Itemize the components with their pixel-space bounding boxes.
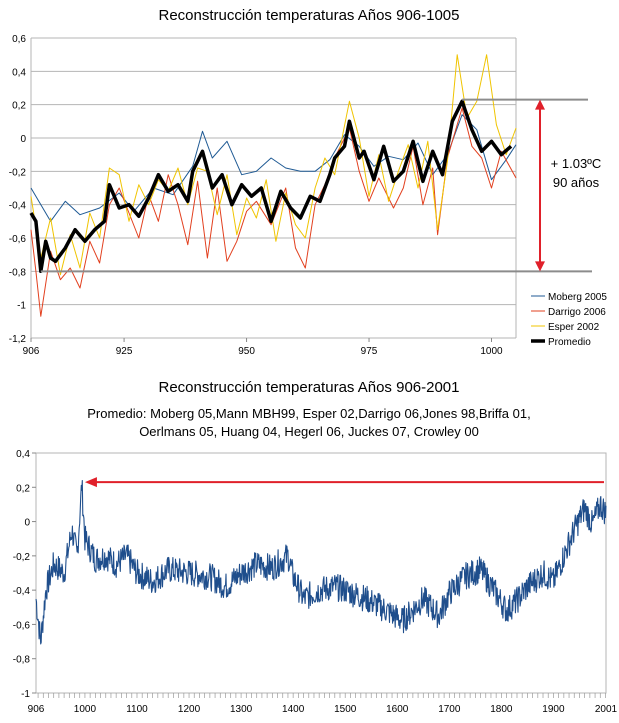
chart1-legend-label: Darrigo 2006	[548, 307, 606, 318]
chart1-y-tick-label: 0	[20, 134, 26, 145]
chart2-y-tick-label: -0,8	[13, 655, 31, 666]
chart2-subtitle-line1: Promedio: Moberg 05,Mann MBH99, Esper 02…	[87, 406, 530, 421]
chart2-x-tick-label: 1500	[334, 704, 357, 715]
chart1-y-tick-label: -0,2	[9, 167, 27, 178]
chart1-x-tick-label: 925	[116, 346, 133, 357]
chart2-y-tick-label: 0	[24, 518, 30, 529]
chart2-x-tick-label: 1400	[282, 704, 305, 715]
chart1-series-line	[29, 99, 513, 274]
chart2-y-tick-label: 0,2	[16, 483, 30, 494]
chart1-x-tick-label: 906	[23, 346, 40, 357]
chart2-x-tick-label: 1000	[74, 704, 97, 715]
chart1-y-tick-label: 0,2	[12, 101, 26, 112]
chart2-x-tick-label: 1200	[178, 704, 201, 715]
chart2-x-tick-label: 1300	[230, 704, 253, 715]
chart1-annotation-line2: 90 años	[553, 175, 600, 190]
chart1-legend-label: Esper 2002	[548, 322, 600, 333]
chart2-x-tick-label: 1100	[126, 704, 148, 715]
chart1-y-tick-label: -1,2	[9, 334, 27, 345]
chart1-x-tick-label: 950	[238, 346, 255, 357]
chart2-subtitle-line2: Oerlmans 05, Huang 04, Hegerl 06, Juckes…	[139, 424, 479, 439]
chart2-arrow-head	[84, 477, 97, 488]
chart1-annotation-line1: + 1.03ºC	[551, 156, 602, 171]
chart2-y-tick-label: 0,4	[16, 449, 30, 460]
chart2-y-tick-label: -0,4	[13, 586, 31, 597]
chart1-series-line	[30, 54, 517, 276]
chart1-y-tick-label: -0,8	[9, 267, 27, 278]
chart2-series-line	[35, 479, 607, 645]
chart2-x-tick-label: 1700	[438, 704, 461, 715]
chart1-y-tick-label: -1	[17, 301, 26, 312]
chart1-legend-label: Moberg 2005	[548, 292, 607, 303]
chart1-arrow-head-down	[535, 261, 545, 272]
chart2-x-tick-label: 906	[28, 704, 45, 715]
chart2-x-tick-label: 2001	[595, 704, 618, 715]
chart1-series-line	[30, 107, 517, 317]
chart2-y-tick-label: -1	[21, 689, 30, 700]
chart1-legend-label: Promedio	[548, 337, 591, 348]
chart1-y-tick-label: 0,6	[12, 34, 26, 45]
chart1-y-tick-label: -0,4	[9, 201, 27, 212]
chart1-x-tick-label: 1000	[480, 346, 503, 357]
chart2-y-tick-label: -0,2	[13, 552, 31, 563]
chart2-y-tick-label: -0,6	[13, 620, 31, 631]
chart1-arrow-head-up	[535, 99, 545, 110]
chart1-x-tick-label: 975	[361, 346, 378, 357]
chart1-title: Reconstrucción temperaturas Años 906-100…	[158, 7, 459, 24]
chart2-plot-frame	[35, 452, 607, 694]
chart2-x-tick-label: 1800	[490, 704, 513, 715]
chart1-y-tick-label: -0,6	[9, 234, 27, 245]
chart1-y-tick-label: 0,4	[12, 67, 26, 78]
chart2-x-tick-label: 1900	[542, 704, 565, 715]
chart2-title: Reconstrucción temperaturas Años 906-200…	[158, 379, 459, 396]
chart2-x-tick-label: 1600	[386, 704, 409, 715]
